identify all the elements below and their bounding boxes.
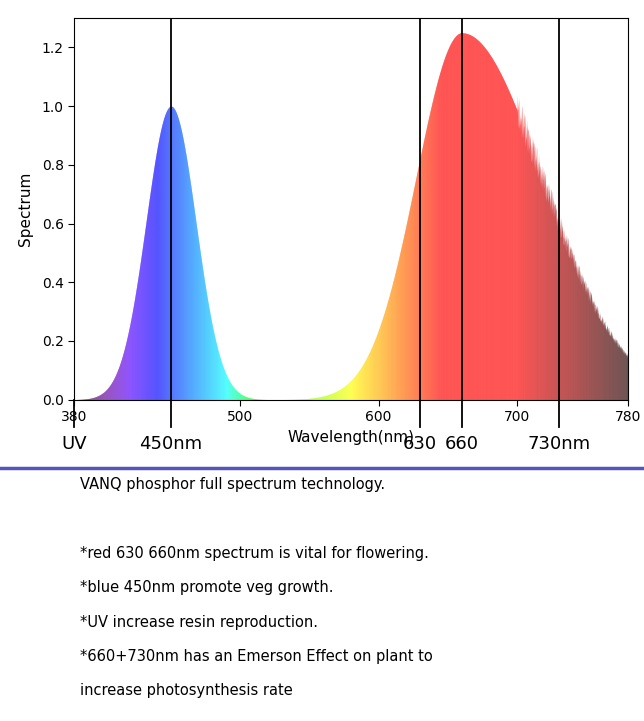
Text: *UV increase resin reproduction.: *UV increase resin reproduction. [80,614,317,629]
Text: 660: 660 [445,435,478,454]
Text: *660+730nm has an Emerson Effect on plant to: *660+730nm has an Emerson Effect on plan… [80,649,432,664]
Text: *red 630 660nm spectrum is vital for flowering.: *red 630 660nm spectrum is vital for flo… [80,546,428,561]
Y-axis label: Spectrum: Spectrum [18,172,33,246]
Text: UV: UV [61,435,87,454]
X-axis label: Wavelength(nm): Wavelength(nm) [287,430,415,445]
Text: VANQ phosphor full spectrum technology.: VANQ phosphor full spectrum technology. [80,477,384,492]
Text: *blue 450nm promote veg growth.: *blue 450nm promote veg growth. [80,580,333,596]
Text: 630: 630 [403,435,437,454]
Text: increase photosynthesis rate: increase photosynthesis rate [80,684,292,698]
Text: 450nm: 450nm [139,435,203,454]
Text: 730nm: 730nm [527,435,591,454]
